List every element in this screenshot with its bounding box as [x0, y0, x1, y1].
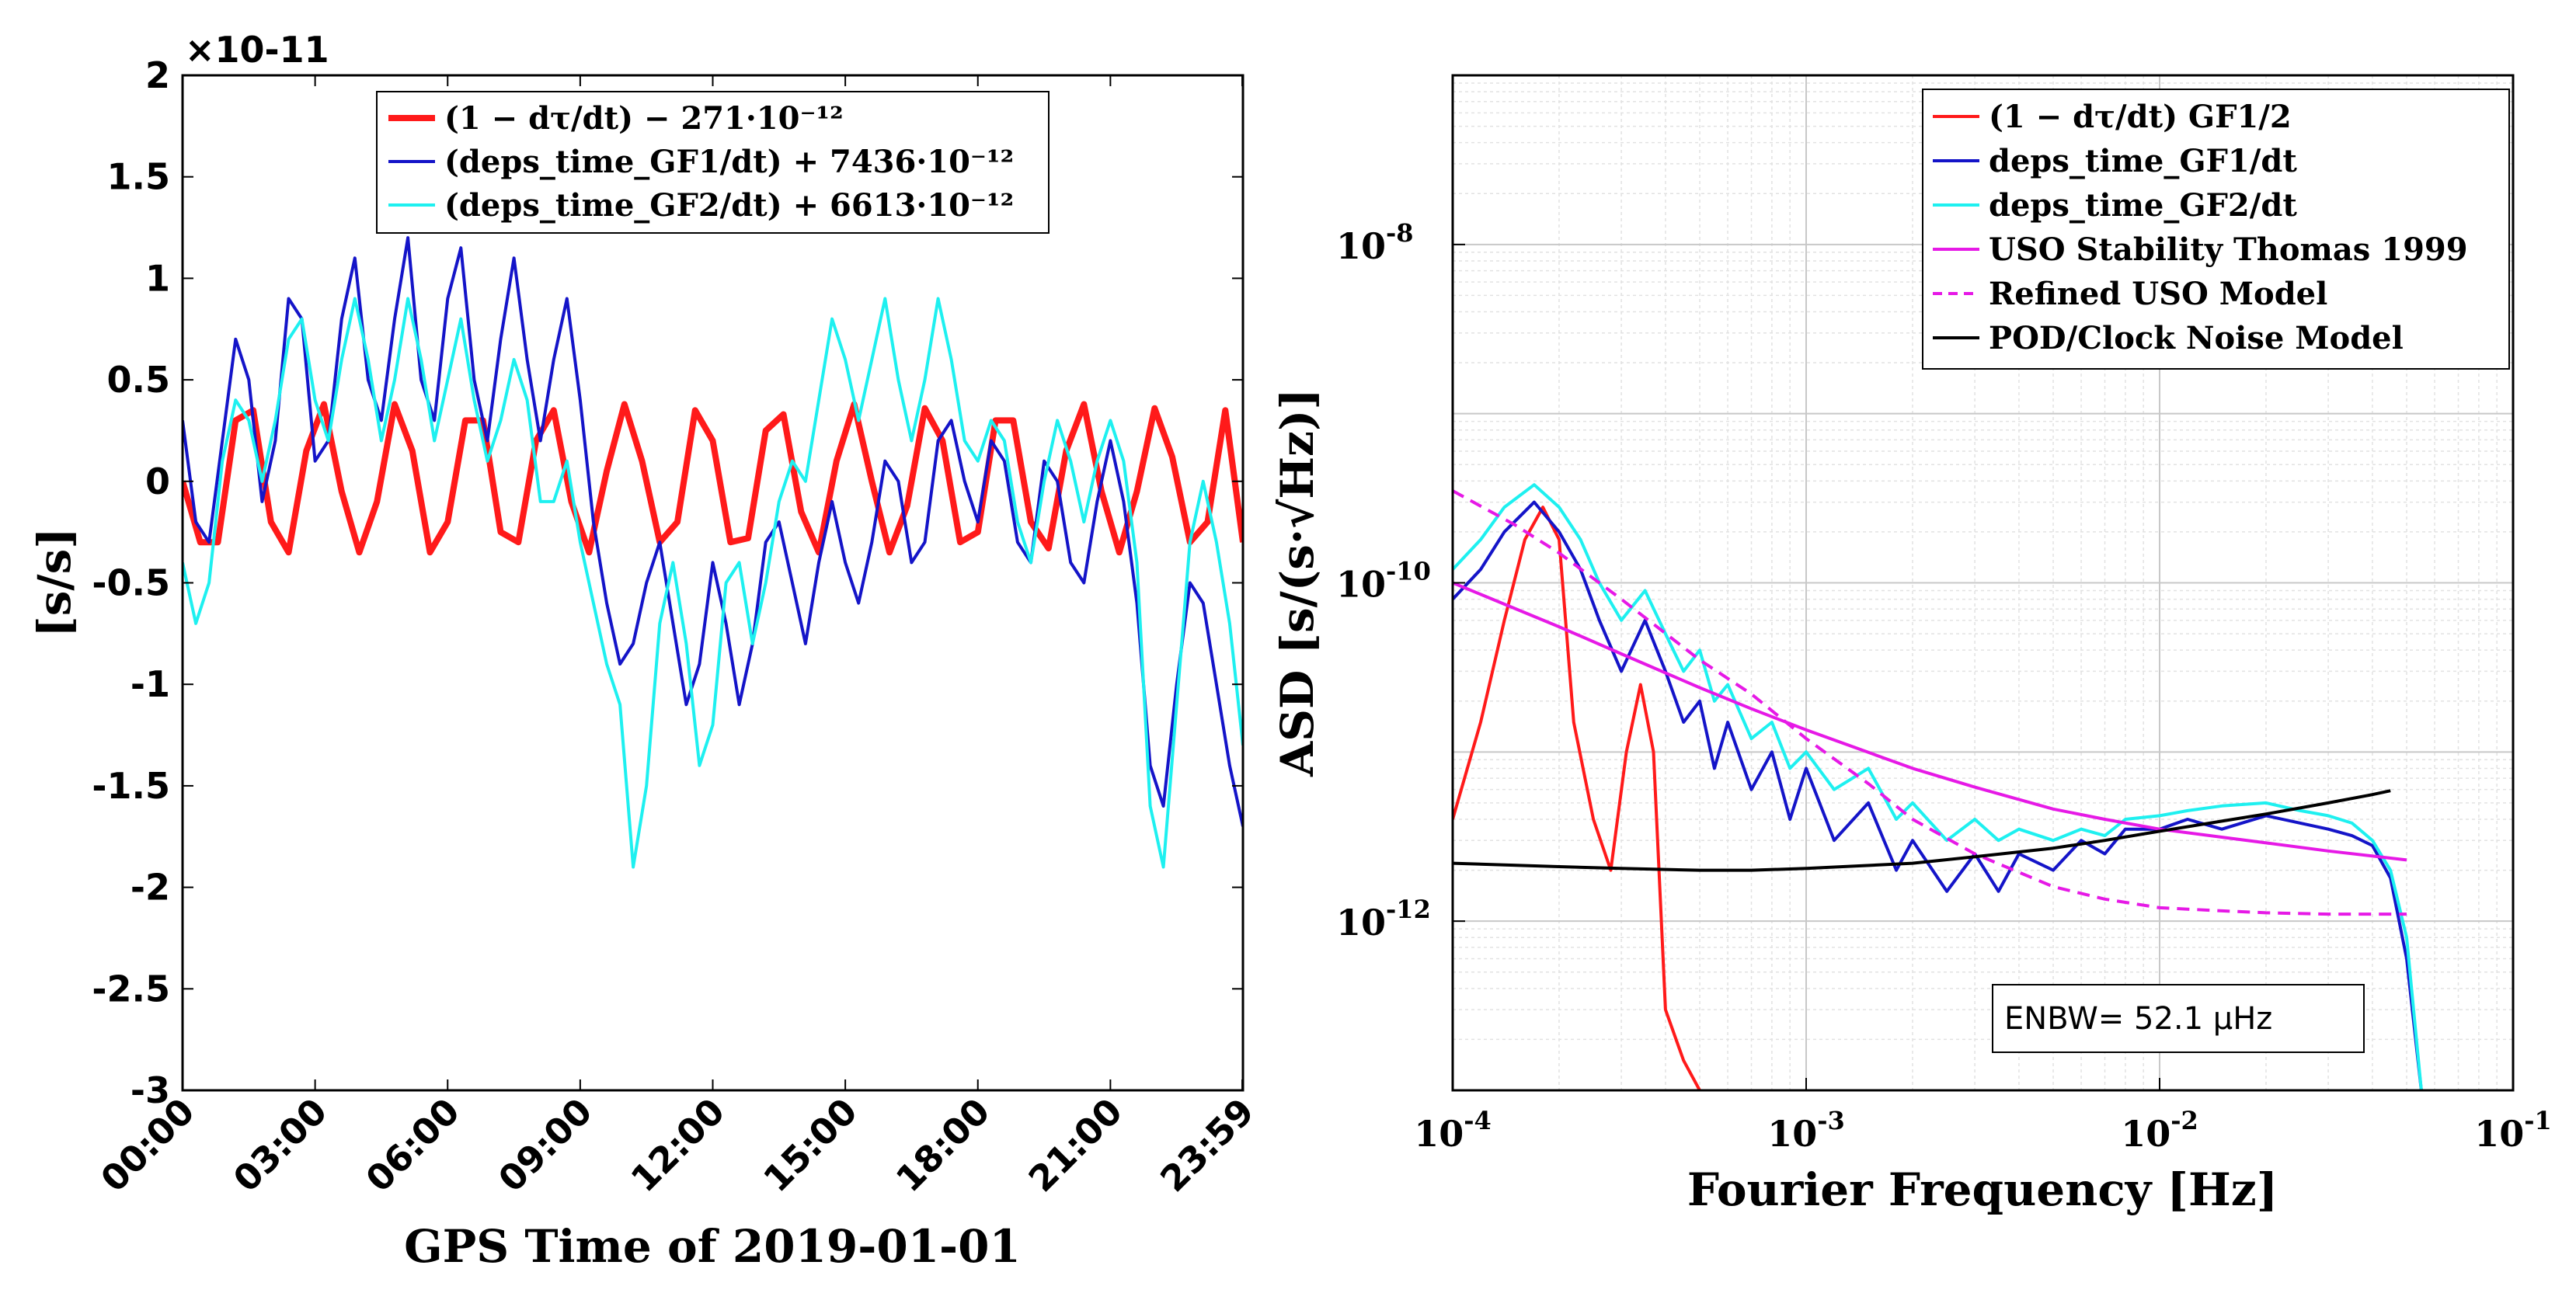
right-legend-label: USO Stability Thomas 1999	[1989, 231, 2468, 268]
left-legend-label: (deps_time_GF1/dt) + 7436·10⁻¹²	[444, 144, 1014, 180]
left-y-tick-label: -3	[131, 1069, 170, 1111]
left-plot-background	[183, 75, 1243, 1090]
left-series-deps-time-gf2-dt-6613-10	[183, 297, 1243, 869]
right-x-tick-label: 10-1	[2474, 1106, 2552, 1155]
right-legend: (1 − dτ/dt) GF1/2 deps_time_GF1/dt deps_ti…	[1922, 89, 2510, 370]
right-legend-label: (1 − dτ/dt) GF1/2	[1989, 99, 2292, 135]
left-x-tick-label: 03:00	[225, 1090, 336, 1201]
right-series-1-d-dt-gf1-2	[1453, 506, 1701, 1090]
right-series-uso-stability-thomas-1999	[1453, 581, 2407, 862]
left-legend-label: (1 − dτ/dt) − 271·10⁻¹²	[444, 100, 844, 137]
left-legend-label: (deps_time_GF2/dt) + 6613·10⁻¹²	[444, 187, 1014, 224]
enbw-text: ENBW= 52.1 μHz	[2004, 1001, 2272, 1037]
left-x-tick-label: 15:00	[755, 1090, 865, 1201]
right-legend-label: POD/Clock Noise Model	[1989, 320, 2404, 356]
right-x-tick-label: 10-4	[1414, 1106, 1492, 1155]
right-legend-label: Refined USO Model	[1989, 276, 2327, 312]
right-series-group	[1453, 483, 2423, 1090]
left-y-tick-label: 2	[145, 54, 170, 96]
right-axis-ticks: 10-4 10-3 10-2 10-1 10-12 10-10 10-8	[1336, 218, 2552, 1155]
left-x-tick-label: 09:00	[490, 1090, 600, 1201]
right-x-tick-label: 10-3	[1767, 1106, 1845, 1155]
left-x-tick-label: 23:59	[1152, 1090, 1262, 1201]
right-series-pod-clock-noise-model	[1453, 789, 2391, 872]
enbw-box	[1992, 984, 2365, 1053]
left-y-tick-label: -1.5	[92, 765, 170, 807]
right-legend-box	[1922, 89, 2510, 370]
left-y-tick-label: -2.5	[92, 968, 170, 1010]
right-legend-label: deps_time_GF2/dt	[1989, 187, 2297, 224]
left-y-tick-label: -0.5	[92, 562, 170, 604]
left-y-tick-label: 0	[145, 461, 170, 502]
right-y-tick-label: 10-10	[1336, 557, 1431, 606]
left-y-tick-label: -1	[131, 663, 170, 705]
right-y-tick-label: 10-12	[1336, 895, 1431, 944]
right-x-axis-label: Fourier Frequency [Hz]	[1687, 1163, 2278, 1216]
left-x-tick-label: 12:00	[623, 1090, 733, 1201]
left-legend-box	[376, 91, 1050, 234]
right-y-axis-label: ASD [s/(s·√Hz)]	[1271, 388, 1324, 777]
right-x-tick-label: 10-2	[2121, 1106, 2198, 1155]
left-y-tick-label: -2	[131, 867, 170, 909]
right-y-tick-label: 10-8	[1336, 218, 1414, 267]
time-series-plot: 21.510.50-0.5-1-1.5-2-2.5-300:00 03:00 06:…	[28, 29, 1262, 1273]
left-x-axis-label: GPS Time of 2019-01-01	[404, 1220, 1021, 1273]
right-series-deps-time-gf2-dt	[1453, 483, 2423, 1090]
right-series-deps-time-gf1-dt	[1453, 500, 2423, 1090]
right-series-refined-uso-model	[1453, 489, 2407, 916]
left-y-scale-label: ×10-11	[185, 29, 329, 71]
enbw-annotation: ENBW= 52.1 μHz	[1992, 984, 2365, 1053]
left-y-tick-label: 1	[145, 257, 170, 299]
left-legend: (1 − dτ/dt) − 271·10⁻¹² (deps_time_GF1/dt…	[376, 91, 1050, 234]
left-x-tick-label: 18:00	[888, 1090, 998, 1201]
left-y-tick-label: 1.5	[107, 156, 171, 198]
left-x-tick-label: 06:00	[357, 1090, 468, 1201]
left-y-tick-label: 0.5	[107, 359, 171, 401]
right-legend-label: deps_time_GF1/dt	[1989, 143, 2297, 179]
asd-plot: 10-4 10-3 10-2 10-1 10-12 10-10 10-8 Fourier F…	[1271, 74, 2552, 1216]
left-x-tick-label: 21:00	[1020, 1090, 1130, 1201]
left-series-group	[183, 236, 1243, 869]
left-y-axis-label: [s/s]	[28, 527, 81, 637]
left-series-deps-time-gf1-dt-7436-10	[183, 236, 1243, 827]
